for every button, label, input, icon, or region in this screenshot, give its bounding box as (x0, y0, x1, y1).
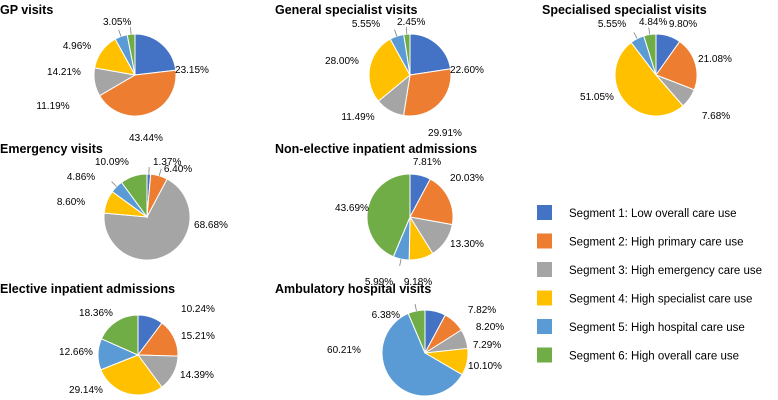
data-label-segment-1: 1.37% (153, 157, 181, 168)
chart-title: Elective inpatient admissions (0, 282, 175, 296)
data-label-segment-6: 2.45% (397, 17, 425, 28)
pie-slice-segment-2 (409, 178, 454, 226)
data-label-segment-5: 5.55% (598, 19, 626, 30)
data-label-segment-4: 14.21% (47, 67, 81, 78)
data-label-segment-3: 14.39% (180, 370, 214, 381)
data-label-segment-4: 51.05% (580, 92, 614, 103)
data-label-segment-6: 3.05% (103, 17, 131, 28)
data-label-segment-5: 5.99% (365, 277, 393, 288)
data-label-segment-1: 23.15% (175, 65, 209, 76)
data-label-segment-2: 29.91% (428, 128, 462, 139)
legend-swatch-segment-1 (537, 205, 552, 220)
data-label-segment-2: 8.20% (476, 322, 504, 333)
pie-gp-visits: GP visits 23.15% 43.44% 11.19% 14.21% 4.96% 3.… (0, 3, 209, 144)
pie-general-specialist-visits: General specialist visits 22.60% 29.91% 11.… (275, 3, 484, 139)
data-label-segment-3: 68.68% (194, 220, 228, 231)
data-label-segment-2: 15.21% (181, 331, 215, 342)
pie-slice-segment-5 (381, 312, 463, 397)
pie-elective-inpatient-admissions: Elective inpatient admissions 10.24% 15.21… (0, 282, 215, 396)
pie-slice-segment-2 (402, 68, 452, 117)
pie-slice-segment-4 (368, 38, 411, 102)
leader-line (399, 258, 402, 267)
chart-title: Specialised specialist visits (542, 3, 707, 17)
data-label-segment-1: 7.81% (413, 157, 441, 168)
legend-swatch-segment-2 (537, 233, 552, 249)
data-label-segment-4: 28.00% (325, 56, 359, 67)
data-label-segment-3: 13.30% (450, 239, 484, 250)
legend-label-segment-4: Segment 4: High specialist care use (569, 294, 752, 306)
data-label-segment-6: 43.69% (335, 203, 369, 214)
pie-slice-segment-1 (134, 33, 177, 76)
data-label-segment-3: 7.68% (702, 111, 730, 122)
leader-line (414, 303, 417, 311)
data-label-segment-5: 5.55% (352, 19, 380, 30)
data-label-segment-2: 20.03% (450, 173, 484, 184)
leader-line (130, 27, 132, 35)
legend-label-segment-2: Segment 2: High primary care use (569, 237, 744, 249)
pie-slice-segment-2 (98, 69, 177, 117)
data-label-segment-5: 4.86% (67, 172, 95, 183)
chart-title: General specialist visits (275, 3, 417, 17)
pie-slice-segment-4 (100, 354, 163, 396)
pie-slice-segment-1 (409, 33, 452, 76)
data-label-segment-3: 7.29% (473, 340, 501, 351)
pie-slice-segment-4 (614, 41, 684, 117)
legend-label-segment-5: Segment 5: High hospital care use (569, 322, 745, 334)
data-label-segment-1: 10.24% (181, 304, 215, 315)
data-label-segment-1: 7.82% (468, 305, 496, 316)
legend-label-segment-6: Segment 6: High overall care use (569, 351, 739, 363)
leader-line (405, 27, 408, 35)
legend-swatch-segment-3 (537, 262, 552, 277)
leader-line (158, 168, 162, 176)
pie-slice-segment-6 (120, 173, 148, 219)
chart-title: Non-elective inpatient admissions (275, 142, 477, 156)
data-label-segment-3: 11.19% (36, 101, 69, 112)
pie-slice-segment-6 (643, 33, 657, 76)
chart-title: GP visits (0, 3, 53, 17)
leader-line (111, 181, 117, 187)
leader-line (648, 27, 651, 35)
data-label-segment-4: 29.14% (69, 385, 103, 396)
data-label-segment-2: 6.40% (164, 164, 192, 175)
data-label-segment-4: 10.10% (468, 361, 502, 372)
data-label-segment-5: 12.66% (59, 347, 93, 358)
pie-slice-segment-3 (103, 178, 191, 261)
legend-swatch-segment-6 (537, 347, 552, 363)
legend-swatch-segment-5 (537, 319, 552, 334)
data-label-segment-6: 10.09% (95, 157, 129, 168)
data-label-segment-3: 11.49% (341, 112, 374, 123)
pie-emergency-visits: Emergency visits 1.37%6.40% 68.68% 8.60% 4.8… (0, 142, 228, 261)
pie-slice-segment-6 (366, 173, 411, 258)
chart-title: Emergency visits (0, 142, 103, 156)
legend: Segment 1: Low overall care use Segment 2… (537, 205, 762, 363)
legend-label-segment-1: Segment 1: Low overall care use (569, 208, 736, 220)
data-label-segment-6: 4.84% (639, 17, 667, 28)
data-label-segment-2: 43.44% (129, 133, 163, 144)
leader-line (394, 29, 398, 37)
data-label-segment-4: 8.60% (57, 197, 85, 208)
data-label-segment-1: 22.60% (450, 65, 484, 76)
pie-ambulatory-hospital-visits: Ambulatory hospital visits 7.82% 8.20% 7.29… (275, 282, 504, 397)
data-label-segment-4: 9.18% (404, 277, 432, 288)
pie-specialised-specialist-visits: Specialised specialist visits 9.80% 21.08%… (542, 3, 732, 122)
chart-title: Ambulatory hospital visits (275, 282, 431, 296)
pie-slice-segment-6 (407, 309, 426, 354)
data-label-segment-6: 6.38% (372, 310, 400, 321)
data-label-segment-5: 4.96% (63, 41, 91, 52)
pie-slice-segment-6 (100, 314, 139, 356)
data-label-segment-6: 18.36% (79, 308, 113, 319)
data-label-segment-2: 21.08% (698, 54, 732, 65)
legend-label-segment-3: Segment 3: High emergency care use (569, 265, 762, 277)
leader-line (633, 32, 638, 39)
legend-swatch-segment-4 (537, 290, 552, 306)
pie-slice-segment-2 (655, 40, 698, 91)
data-label-segment-5: 60.21% (327, 345, 361, 356)
data-label-segment-1: 9.80% (669, 19, 697, 30)
leader-line (118, 29, 122, 37)
